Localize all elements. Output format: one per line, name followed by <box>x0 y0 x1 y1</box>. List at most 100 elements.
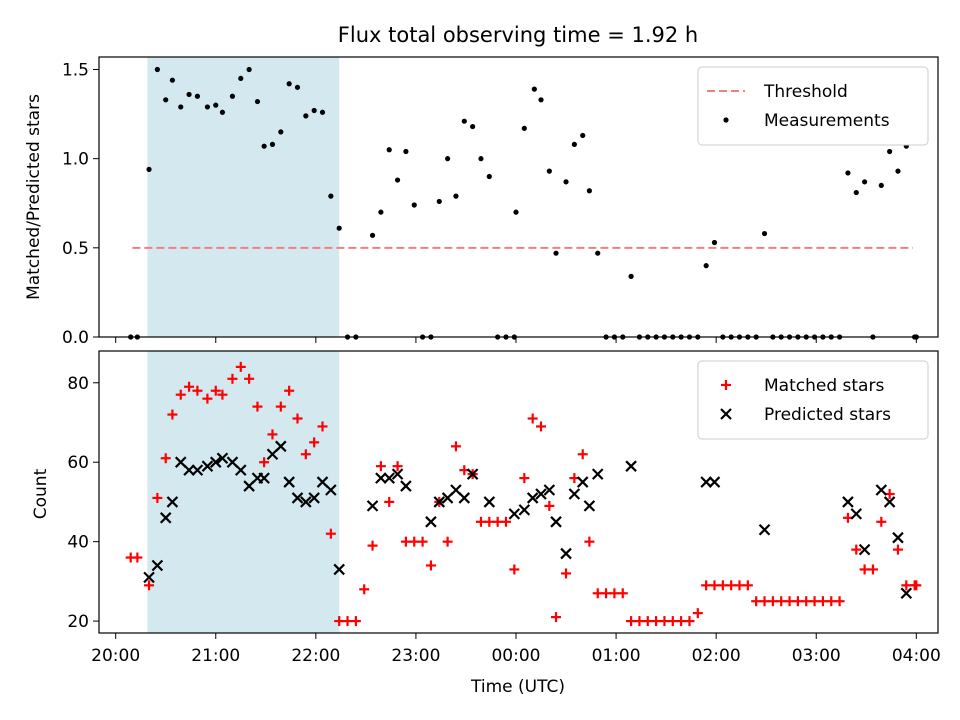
x-b <box>526 492 539 504</box>
data-point <box>202 393 213 404</box>
data-point <box>526 492 539 504</box>
data-point <box>759 596 770 607</box>
data-point <box>560 547 572 560</box>
data-point <box>544 500 555 511</box>
y-tick-label: 60 <box>67 453 89 473</box>
data-point <box>478 156 484 162</box>
data-point <box>334 616 345 627</box>
data-point <box>470 123 476 130</box>
x-b <box>300 496 312 508</box>
data-point <box>300 449 311 460</box>
data-point <box>742 580 753 591</box>
data-point <box>191 464 204 476</box>
chart-title: Flux total observing time = 1.92 h <box>338 23 698 47</box>
data-point <box>834 596 845 607</box>
data-point <box>858 543 871 556</box>
data-point <box>300 496 312 508</box>
top-panel: 0.0 0.5 1.0 1.5 Threshold Measurements <box>62 56 939 348</box>
data-point <box>659 616 670 627</box>
data-point <box>492 516 503 527</box>
data-point <box>892 544 903 555</box>
data-point <box>513 209 519 215</box>
x-tick-label: 21:00 <box>191 646 240 666</box>
x-b <box>333 563 345 576</box>
data-point <box>509 564 520 575</box>
y-tick-label: 1.0 <box>62 150 89 170</box>
x-b <box>283 476 295 488</box>
data-point <box>535 488 547 500</box>
data-point <box>475 516 486 527</box>
data-point <box>577 449 588 460</box>
data-point <box>442 536 453 547</box>
data-point <box>425 560 436 571</box>
data-point <box>583 500 596 512</box>
data-point <box>436 198 442 205</box>
x-b <box>308 492 320 504</box>
x-b <box>325 484 337 496</box>
legend: Matched stars Predicted stars <box>697 360 929 440</box>
data-point <box>634 616 645 627</box>
data-point <box>651 616 662 627</box>
x-b <box>191 464 204 476</box>
data-point <box>369 232 376 238</box>
data-point <box>486 173 492 180</box>
data-point <box>667 616 678 627</box>
data-point <box>842 496 854 508</box>
data-point <box>325 484 337 496</box>
data-point <box>184 381 195 392</box>
x-b <box>183 464 195 476</box>
data-point <box>445 156 451 162</box>
top-y-axis-label: Matched/Predicted stars <box>24 94 44 300</box>
x-b <box>226 456 239 468</box>
x-b <box>892 531 904 544</box>
x-b <box>535 488 547 500</box>
data-point <box>708 476 721 488</box>
data-point <box>484 516 495 527</box>
data-point <box>483 496 496 508</box>
data-point <box>235 464 247 476</box>
data-point <box>911 580 922 591</box>
data-point <box>851 544 862 555</box>
data-point <box>342 616 353 627</box>
data-point <box>595 250 601 256</box>
data-point <box>283 476 295 488</box>
data-point <box>561 568 572 579</box>
data-point <box>543 484 556 496</box>
data-point <box>294 84 301 90</box>
x-b <box>425 516 437 528</box>
bottom-y-axis-label: Count <box>31 468 51 519</box>
data-point <box>536 421 547 432</box>
data-point <box>817 596 828 607</box>
x-b <box>583 500 596 512</box>
data-point <box>366 500 379 512</box>
x-b <box>625 460 637 472</box>
data-point <box>642 616 653 627</box>
y-tick-label: 1.5 <box>62 60 89 80</box>
data-point <box>269 141 276 147</box>
data-point <box>328 193 334 199</box>
data-point <box>709 580 720 591</box>
data-point <box>258 472 270 484</box>
data-point <box>519 473 530 484</box>
data-point <box>303 113 309 119</box>
data-point <box>267 429 278 440</box>
x-b <box>720 408 732 420</box>
data-point <box>252 401 263 412</box>
axes-frame <box>98 56 939 338</box>
data-point <box>433 496 446 508</box>
legend-box <box>697 66 929 146</box>
data-point <box>586 188 592 194</box>
x-b <box>591 468 604 480</box>
data-point <box>213 102 219 108</box>
data-point <box>278 129 284 135</box>
data-point <box>576 476 589 488</box>
data-point <box>411 202 417 208</box>
x-b <box>550 516 562 528</box>
data-point <box>901 580 912 591</box>
data-point <box>152 492 163 503</box>
x-b <box>758 523 771 536</box>
axes-frame <box>98 350 939 634</box>
x-tick-label: 01:00 <box>592 646 641 666</box>
y-tick-label: 0.0 <box>62 328 89 348</box>
x-tick-label: 00:00 <box>491 646 540 666</box>
